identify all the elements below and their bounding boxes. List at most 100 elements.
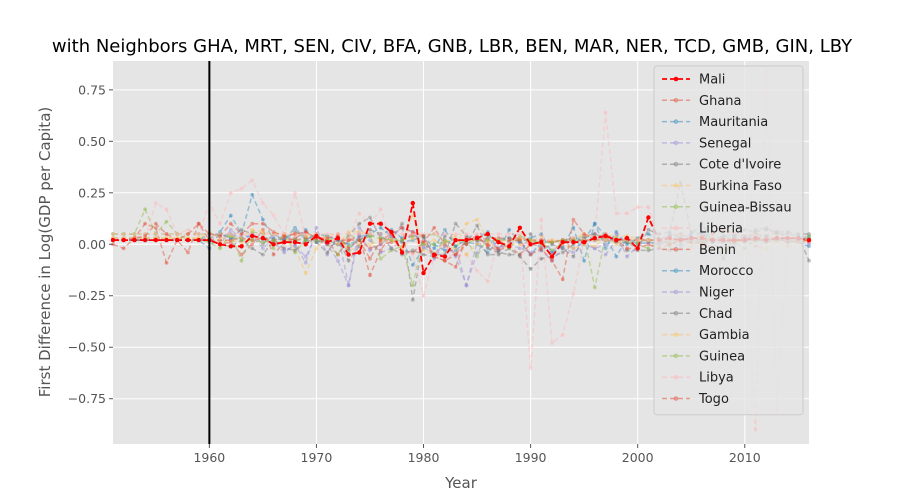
- data-point: [368, 227, 372, 232]
- data-point: [410, 298, 415, 302]
- data-point: [528, 238, 533, 243]
- data-point: [164, 237, 169, 243]
- legend-swatch-marker: [673, 183, 679, 188]
- data-point: [550, 248, 554, 253]
- data-point: [518, 236, 522, 241]
- data-point: [239, 236, 244, 241]
- data-point: [368, 256, 372, 261]
- data-point: [142, 237, 148, 243]
- legend-label: Benin: [699, 243, 736, 258]
- data-point: [346, 232, 351, 236]
- data-point: [646, 238, 651, 243]
- data-point: [550, 250, 554, 255]
- data-point: [261, 201, 265, 206]
- data-point: [410, 238, 415, 243]
- data-point: [346, 283, 351, 288]
- legend-swatch-marker: [673, 119, 679, 124]
- data-point: [592, 221, 597, 226]
- data-point: [496, 250, 501, 255]
- data-point: [443, 244, 447, 249]
- data-point: [336, 242, 340, 247]
- data-point: [336, 232, 340, 236]
- data-point: [464, 283, 469, 288]
- data-point: [432, 238, 437, 243]
- data-point: [239, 258, 244, 263]
- legend-label: Gambia: [699, 328, 750, 343]
- data-point: [507, 232, 512, 236]
- data-point: [293, 225, 297, 230]
- data-point: [389, 246, 394, 251]
- data-point: [453, 244, 458, 249]
- data-point: [228, 244, 233, 249]
- data-point: [635, 238, 640, 243]
- data-point: [646, 240, 651, 245]
- data-point: [474, 235, 480, 241]
- data-point: [528, 250, 533, 255]
- data-point: [400, 238, 404, 243]
- data-point: [550, 250, 554, 255]
- data-point: [378, 236, 383, 241]
- data-point: [378, 250, 383, 255]
- data-point: [271, 238, 276, 243]
- data-point: [571, 246, 576, 251]
- data-point: [496, 246, 501, 251]
- data-point: [389, 236, 394, 241]
- data-point: [196, 221, 201, 226]
- data-point: [646, 238, 651, 243]
- data-point: [603, 238, 608, 243]
- data-point: [421, 248, 426, 253]
- data-point: [592, 246, 597, 251]
- data-point: [400, 232, 404, 236]
- data-point: [421, 234, 426, 238]
- data-point: [250, 238, 255, 243]
- data-point: [539, 256, 544, 261]
- data-point: [550, 240, 554, 245]
- data-point: [228, 236, 233, 241]
- x-tick-label: 1960: [193, 450, 225, 465]
- data-point: [250, 192, 255, 197]
- data-point: [164, 232, 169, 236]
- data-point: [121, 232, 126, 236]
- data-point: [357, 225, 362, 230]
- data-point: [485, 250, 490, 255]
- data-point: [603, 242, 608, 247]
- data-point: [250, 230, 255, 234]
- data-point: [196, 221, 201, 226]
- data-point: [271, 238, 276, 243]
- data-point: [228, 238, 233, 243]
- data-point: [282, 246, 287, 251]
- data-point: [239, 238, 244, 243]
- data-point: [646, 240, 651, 245]
- data-point: [132, 237, 137, 243]
- data-point: [646, 248, 651, 253]
- data-point: [389, 248, 394, 253]
- data-point: [571, 217, 576, 222]
- data-point: [475, 223, 479, 228]
- data-point: [314, 246, 319, 251]
- data-point: [282, 248, 287, 253]
- data-point: [175, 237, 180, 243]
- data-point: [346, 246, 351, 251]
- data-point: [592, 244, 597, 249]
- legend-label: Mali: [699, 73, 725, 88]
- data-point: [421, 270, 426, 276]
- data-point: [518, 240, 522, 245]
- data-point: [528, 365, 533, 370]
- data-point: [453, 252, 458, 257]
- data-point: [325, 236, 330, 241]
- data-point: [560, 240, 565, 245]
- data-point: [368, 234, 372, 238]
- data-point: [410, 234, 415, 238]
- data-point: [261, 232, 265, 236]
- data-point: [539, 246, 544, 251]
- legend-swatch-marker: [673, 140, 679, 146]
- data-point: [635, 236, 640, 241]
- data-point: [400, 238, 404, 243]
- data-point: [378, 207, 383, 212]
- data-point: [528, 238, 533, 243]
- data-point: [314, 233, 319, 239]
- data-point: [218, 232, 223, 236]
- data-point: [646, 205, 651, 210]
- data-point: [443, 242, 447, 247]
- data-point: [496, 248, 501, 253]
